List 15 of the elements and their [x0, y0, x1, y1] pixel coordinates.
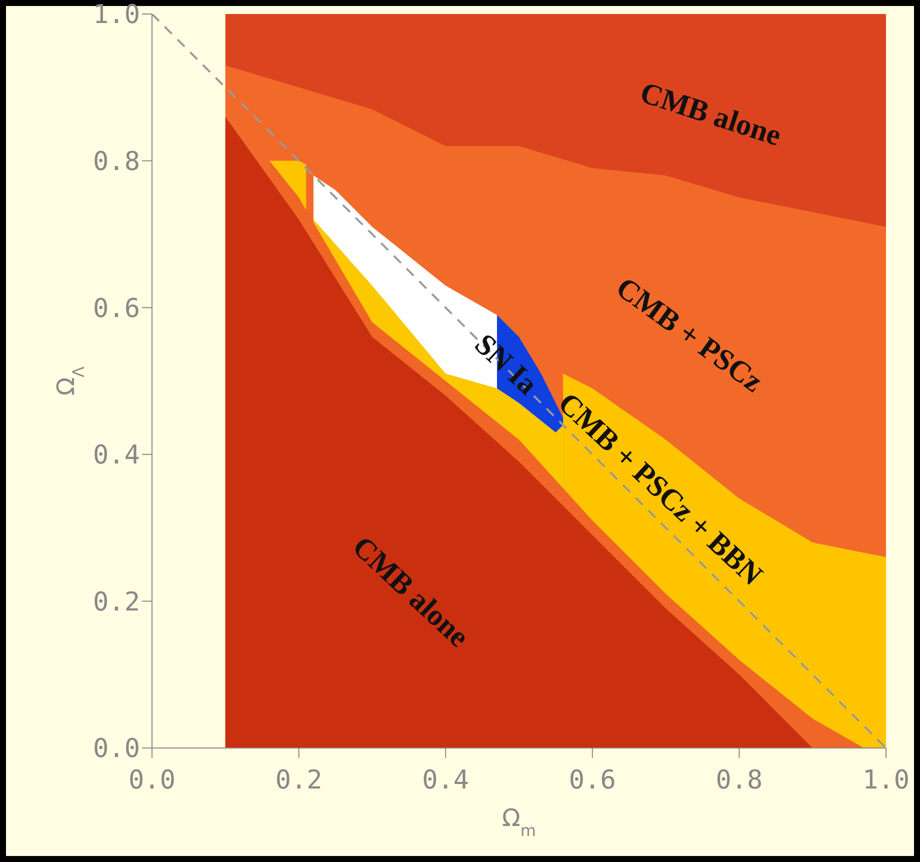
x-axis-title: Ω$_{m}$	[502, 804, 536, 840]
y-tick-label: 0.2	[93, 587, 140, 618]
y-tick-label: 0.4	[93, 440, 140, 471]
annotation: CMB alone	[636, 76, 786, 152]
y-tick-label: 0.0	[93, 734, 140, 764]
y-tick-label: 0.6	[93, 294, 140, 324]
x-tick-label: 0.2	[275, 765, 322, 796]
x-tick-label: 0.8	[716, 765, 763, 796]
y-tick-label: 1.0	[93, 0, 140, 30]
x-tick-label: 1.0	[862, 765, 910, 796]
annotation: SN Ia	[468, 328, 544, 402]
x-tick-label: 0.0	[128, 765, 176, 796]
x-tick-label: 0.6	[568, 765, 616, 796]
x-tick-label: 0.4	[422, 765, 470, 796]
y-tick-label: 0.8	[93, 147, 140, 178]
